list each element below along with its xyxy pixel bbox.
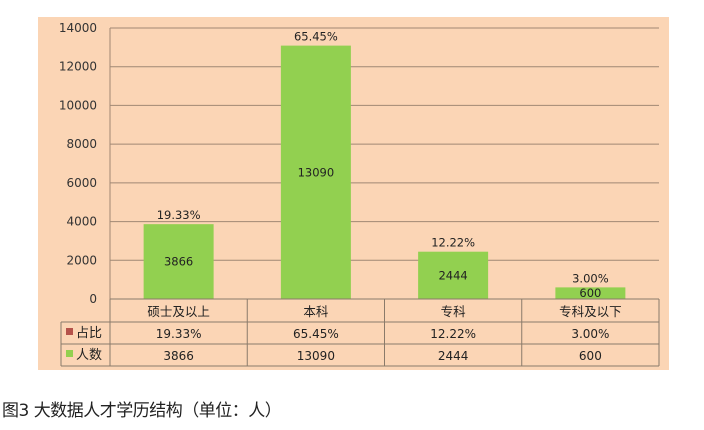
legend-label: 人数 [76, 348, 102, 363]
category-label: 本科 [303, 304, 329, 319]
y-tick-label: 14000 [59, 21, 97, 35]
bar [143, 224, 214, 299]
table-cell-percent: 12.22% [430, 327, 476, 341]
bar-chart: 0 2000 4000 6000 8000 10000 12000 14000 19.33% 38… [38, 17, 669, 370]
y-tick-label: 2000 [66, 253, 97, 267]
bar [280, 45, 351, 299]
table-cell-count: 3866 [163, 349, 194, 363]
chart-background [38, 17, 669, 370]
bar-value-label: 3866 [164, 255, 193, 269]
bar-percent-label: 3.00% [572, 271, 609, 285]
figure-caption: 图3 大数据人才学历结构（单位：人） [2, 401, 282, 421]
bar-value-label: 2444 [438, 268, 467, 282]
table-cell-percent: 65.45% [293, 327, 339, 341]
y-tick-label: 0 [89, 292, 97, 306]
y-tick-label: 10000 [59, 98, 97, 112]
bar [555, 287, 626, 299]
bar-value-label: 13090 [298, 165, 335, 179]
category-label: 硕士及以上 [147, 304, 210, 319]
table-cell-count: 2444 [438, 349, 469, 363]
table-cell-percent: 3.00% [571, 327, 609, 341]
y-tick-label: 6000 [66, 176, 97, 190]
legend-swatch [66, 350, 73, 357]
y-tick-label: 4000 [66, 215, 97, 229]
bar-percent-label: 65.45% [294, 30, 338, 44]
legend-label: 占比 [76, 326, 102, 341]
table-cell-percent: 19.33% [156, 327, 202, 341]
bar-value-label: 600 [579, 286, 601, 300]
y-tick-label: 8000 [66, 137, 97, 151]
y-tick-label: 12000 [59, 60, 97, 74]
bar-percent-label: 12.22% [431, 236, 475, 250]
bar-percent-label: 19.33% [157, 208, 201, 222]
bar [418, 251, 489, 299]
category-label: 专科 [441, 304, 467, 319]
category-label: 专科及以下 [559, 304, 622, 319]
table-cell-count: 600 [579, 349, 602, 363]
legend-swatch [66, 328, 73, 335]
table-cell-count: 13090 [297, 349, 335, 363]
